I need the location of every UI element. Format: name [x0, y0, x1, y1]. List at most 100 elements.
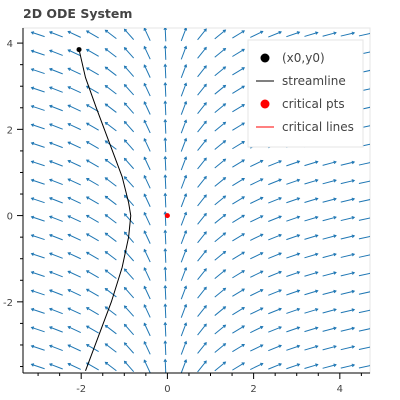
arrow-head	[296, 160, 301, 164]
vector-arrow	[163, 340, 168, 355]
arrow-head	[143, 82, 147, 87]
arrow-shaft	[49, 197, 63, 204]
vector-arrow	[250, 362, 264, 370]
arrow-head	[315, 234, 319, 238]
arrow-shaft	[86, 325, 99, 334]
arrow-shaft	[86, 159, 99, 168]
arrow-shaft	[86, 362, 99, 371]
vector-arrow	[340, 216, 356, 222]
arrow-shaft	[105, 85, 117, 95]
arrow-head	[333, 289, 337, 294]
vector-arrow	[232, 177, 245, 187]
vector-arrow	[48, 344, 63, 352]
arrow-head	[183, 28, 188, 31]
vector-arrow	[104, 48, 117, 58]
arrow-shaft	[180, 249, 187, 263]
arrow-shaft	[164, 46, 167, 60]
arrow-shaft	[232, 30, 245, 39]
vector-arrow	[163, 358, 168, 373]
arrow-shaft	[164, 248, 167, 263]
arrow-shaft	[250, 326, 263, 334]
vector-arrow	[30, 289, 45, 296]
arrow-shaft	[143, 138, 151, 152]
arrow-head	[163, 100, 168, 104]
arrow-shaft	[197, 287, 207, 299]
vector-arrow	[304, 271, 319, 277]
arrow-head	[143, 304, 147, 308]
arrow-head	[222, 140, 227, 144]
y-tick-label: 2	[7, 125, 13, 136]
arrow-shaft	[49, 123, 63, 130]
arrow-shaft	[268, 160, 282, 167]
x-tick-label: 2	[250, 384, 256, 395]
x-tick-label: -2	[76, 384, 86, 395]
arrow-head	[203, 28, 207, 32]
arrow-head	[296, 307, 301, 312]
arrow-head	[67, 49, 71, 53]
arrow-head	[203, 46, 207, 51]
vector-arrow	[268, 233, 282, 241]
arrow-head	[222, 269, 227, 273]
arrow-head	[241, 177, 245, 182]
vector-arrow	[48, 233, 63, 241]
arrow-shaft	[322, 32, 337, 37]
vector-arrow	[232, 85, 245, 94]
vector-arrow	[340, 345, 356, 351]
vector-arrow	[67, 325, 81, 333]
vector-arrow	[143, 340, 151, 355]
vector-arrow	[340, 197, 356, 203]
arrow-shaft	[340, 272, 355, 277]
vector-arrow	[104, 66, 117, 76]
vector-arrow	[104, 29, 117, 40]
vector-arrow	[30, 326, 45, 333]
arrow-shaft	[86, 251, 99, 260]
arrow-shaft	[164, 267, 167, 282]
vector-arrow	[163, 174, 168, 189]
arrow-shaft	[268, 179, 282, 186]
arrow-head	[278, 270, 282, 275]
arrow-head	[296, 326, 301, 330]
arrow-head	[85, 288, 90, 292]
vector-arrow	[304, 197, 319, 203]
arrow-head	[163, 174, 168, 178]
vector-arrow	[358, 216, 370, 221]
arrow-shaft	[322, 290, 337, 295]
arrow-head	[183, 359, 188, 363]
arrow-head	[85, 325, 90, 329]
vector-arrow	[232, 214, 245, 223]
arrow-head	[30, 252, 35, 256]
vector-arrow	[286, 160, 301, 167]
arrow-shaft	[124, 324, 135, 336]
vector-arrow	[197, 341, 207, 354]
arrow-head	[85, 104, 90, 108]
arrow-head	[278, 160, 282, 164]
arrow-shaft	[286, 253, 300, 259]
legend-item: critical lines	[256, 120, 354, 134]
arrow-shaft	[86, 49, 99, 57]
vector-arrow	[30, 271, 45, 277]
arrow-head	[241, 251, 245, 255]
arrow-shaft	[143, 64, 151, 78]
arrow-head	[296, 178, 301, 183]
arrow-shaft	[180, 323, 187, 337]
arrow-shaft	[49, 289, 63, 296]
arrow-head	[67, 67, 71, 71]
arrow-head	[143, 101, 147, 105]
arrow-shaft	[86, 67, 99, 76]
arrow-head	[222, 232, 227, 236]
arrow-shaft	[86, 141, 99, 150]
arrow-head	[163, 63, 168, 67]
arrow-shaft	[68, 307, 81, 315]
vector-arrow	[197, 286, 207, 299]
vector-arrow	[322, 271, 337, 277]
arrow-head	[123, 268, 128, 272]
arrow-shaft	[268, 234, 282, 241]
arrow-shaft	[31, 290, 45, 296]
arrow-head	[183, 285, 188, 289]
arrow-head	[143, 119, 147, 124]
vector-arrow	[30, 31, 45, 38]
vector-arrow	[358, 290, 370, 295]
arrow-head	[315, 308, 319, 312]
arrow-shaft	[68, 197, 81, 204]
vector-arrow	[322, 31, 337, 37]
